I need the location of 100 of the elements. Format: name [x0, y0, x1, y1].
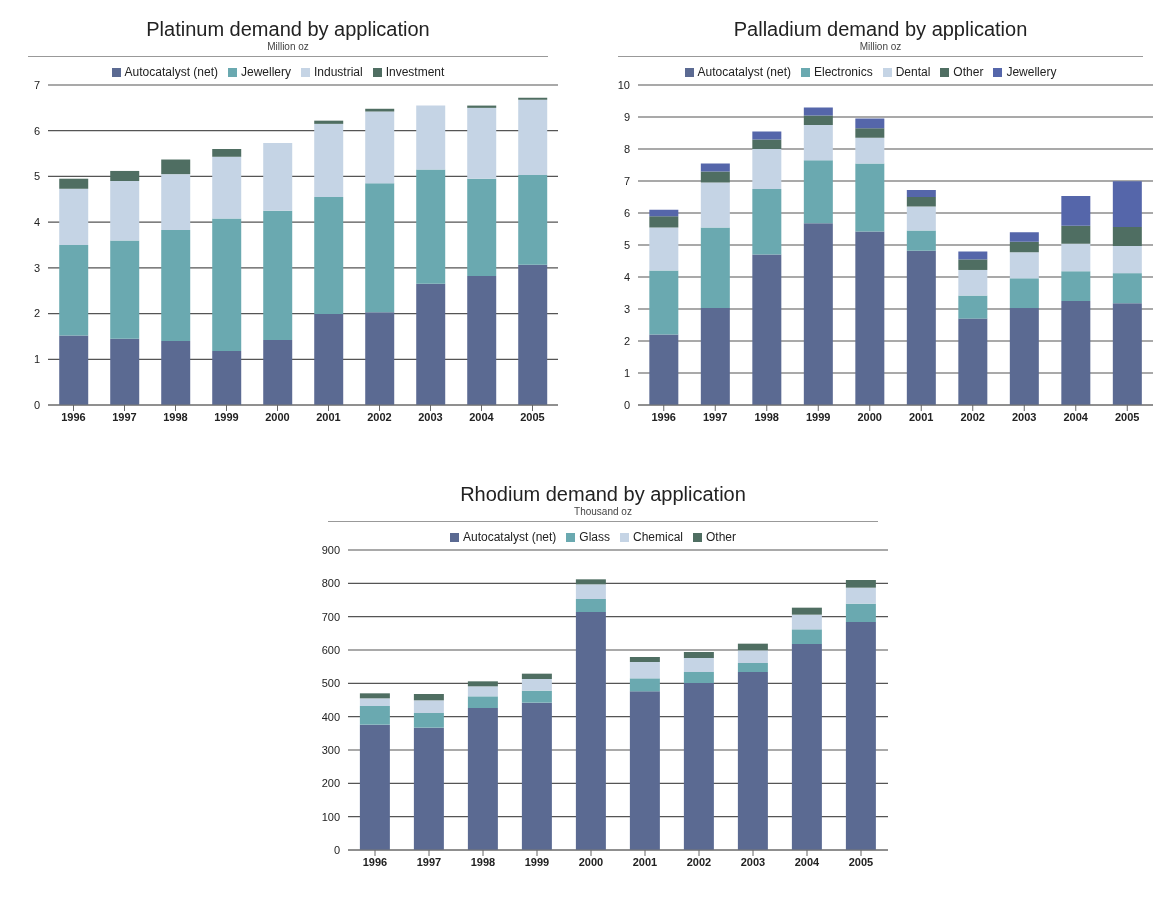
bar [629, 678, 660, 692]
bar [649, 270, 679, 335]
bar [845, 603, 876, 622]
bar [1112, 245, 1142, 274]
bar [263, 143, 293, 211]
x-tick-label: 1996 [651, 410, 676, 423]
bar [467, 686, 498, 697]
bar [1112, 227, 1142, 246]
chart-subtitle: Million oz [858, 41, 903, 52]
bar [845, 580, 876, 588]
bar [683, 658, 714, 672]
bar [845, 587, 876, 604]
bar [958, 295, 988, 319]
bar [1061, 196, 1091, 226]
bar [1061, 271, 1091, 301]
bar [649, 216, 679, 228]
bar [59, 245, 89, 336]
bar [416, 105, 446, 170]
y-tick-label: 6 [623, 206, 630, 219]
x-tick-label: 2003 [740, 855, 766, 868]
x-tick-label: 2000 [857, 410, 882, 423]
bar [1061, 243, 1091, 272]
bar [413, 700, 444, 713]
bar [518, 99, 548, 176]
bar [413, 727, 444, 850]
bar [575, 584, 606, 599]
bar [752, 254, 782, 405]
bar [161, 341, 191, 405]
bar [59, 178, 89, 189]
x-tick-label: 2005 [848, 855, 874, 868]
x-tick-label: 2003 [418, 410, 443, 423]
y-tick-label: 800 [321, 577, 340, 590]
bar [855, 118, 885, 129]
chart-title: Rhodium demand by application [459, 483, 747, 506]
bar [845, 622, 876, 850]
bar [906, 197, 936, 207]
bar [629, 662, 660, 679]
bar [467, 178, 497, 277]
bar [855, 128, 885, 138]
chart-subtitle: Million oz [266, 41, 310, 52]
bar [958, 269, 988, 296]
bar [263, 340, 293, 405]
x-tick-label: 1996 [61, 410, 86, 423]
bar [700, 182, 730, 228]
bar [1009, 278, 1039, 309]
x-tick-label: 1998 [754, 410, 779, 423]
legend-label: Glass [579, 530, 611, 544]
bar [683, 683, 714, 850]
y-tick-label: 200 [321, 777, 340, 790]
bar [803, 107, 833, 116]
y-tick-label: 1 [33, 353, 40, 366]
bar [365, 183, 395, 313]
bar [737, 672, 768, 850]
bar [700, 308, 730, 405]
bar [212, 149, 242, 157]
x-tick-label: 1999 [806, 410, 831, 423]
x-tick-label: 2005 [520, 410, 545, 423]
bar [110, 338, 140, 405]
bar [161, 174, 191, 230]
y-tick-label: 3 [623, 302, 630, 315]
legend-label: Investment [385, 65, 445, 79]
y-tick-label: 1 [623, 366, 630, 379]
bar [1112, 181, 1142, 228]
y-tick-label: 4 [33, 216, 40, 229]
bar [413, 694, 444, 701]
y-tick-label: 5 [623, 238, 630, 251]
y-tick-label: 2 [33, 307, 40, 320]
bar [737, 650, 768, 663]
legend-label: Jewellery [240, 65, 291, 79]
legend-label: Industrial [313, 65, 363, 79]
bar [752, 149, 782, 189]
x-tick-label: 1997 [416, 855, 442, 868]
legend-label: Chemical [633, 530, 684, 544]
bar [416, 283, 446, 405]
legend-label: Autocatalyst (net) [124, 65, 218, 79]
bar [700, 171, 730, 183]
bar [467, 107, 497, 179]
bar [467, 708, 498, 850]
bar [629, 691, 660, 850]
y-tick-label: 600 [321, 643, 340, 656]
y-tick-label: 100 [321, 810, 340, 823]
bar [791, 629, 822, 644]
bar [413, 713, 444, 728]
bar [521, 690, 552, 703]
y-tick-label: 4 [623, 270, 630, 283]
x-tick-label: 2000 [265, 410, 290, 423]
bar [59, 188, 89, 245]
bar [521, 679, 552, 691]
y-tick-label: 10 [617, 78, 630, 91]
bar [752, 139, 782, 149]
bar [752, 189, 782, 255]
y-tick-label: 700 [321, 610, 340, 623]
bar [314, 120, 344, 124]
bar [649, 209, 679, 217]
bar [1061, 301, 1091, 405]
bar [791, 644, 822, 850]
bar [649, 334, 679, 405]
y-tick-label: 0 [333, 843, 340, 856]
bar [416, 169, 446, 284]
bar [700, 163, 730, 172]
